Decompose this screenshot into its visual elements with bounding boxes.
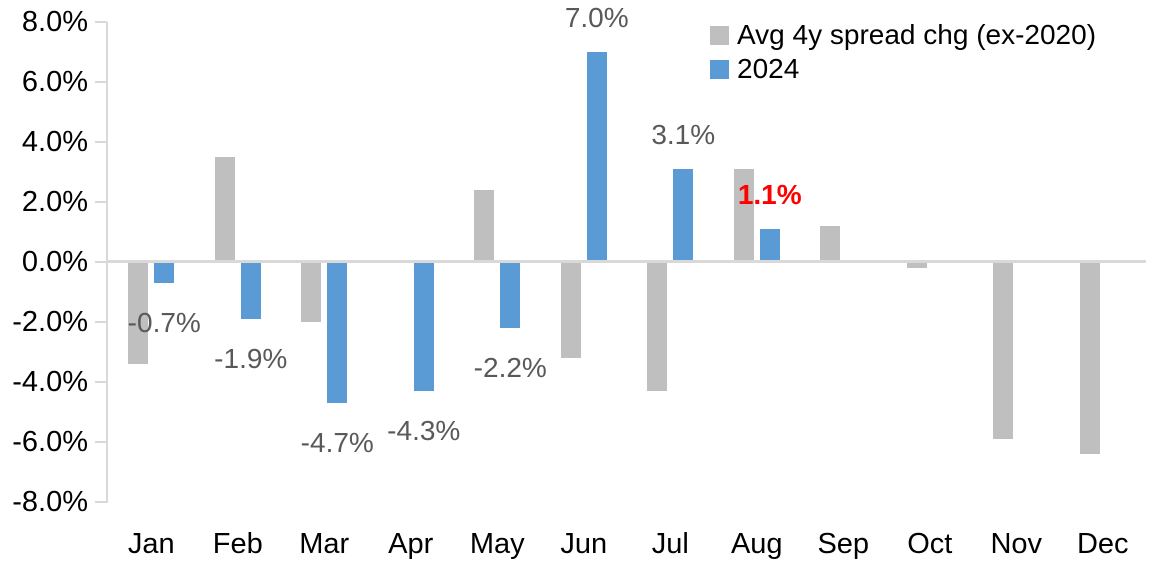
x-axis-label-aug: Aug <box>730 528 783 560</box>
y-tick-mark <box>95 501 107 503</box>
bar-2024-feb <box>240 262 261 319</box>
y-axis-tick-label: -8.0% <box>12 486 88 518</box>
bar-avg-nov <box>993 262 1014 439</box>
x-axis-label-jan: Jan <box>127 528 175 560</box>
y-axis-tick-label: -6.0% <box>12 426 88 458</box>
data-label-aug: 1.1% <box>737 179 802 210</box>
y-axis-tick-label: -2.0% <box>12 306 88 338</box>
bar-avg-jul <box>647 262 668 391</box>
bar-avg-oct <box>906 262 927 268</box>
bar-avg-jun <box>560 262 581 358</box>
y-tick-mark <box>95 201 107 203</box>
chart-legend: Avg 4y spread chg (ex-2020) 2024 <box>710 18 1096 86</box>
data-label-mar: -4.7% <box>300 427 374 458</box>
bar-avg-mar <box>301 262 322 322</box>
x-axis-label-jun: Jun <box>560 528 608 560</box>
data-label-jun: 7.0% <box>564 2 629 33</box>
y-tick-mark <box>95 441 107 443</box>
bar-2024-mar <box>327 262 348 403</box>
data-label-may: -2.2% <box>473 352 547 383</box>
data-label-jul: 3.1% <box>651 119 716 150</box>
y-axis-tick-label: 6.0% <box>21 66 88 98</box>
legend-label-2024: 2024 <box>737 53 800 84</box>
bar-avg-sep <box>820 226 841 262</box>
x-axis-label-mar: Mar <box>299 528 350 560</box>
data-label-jan: -0.7% <box>127 307 201 338</box>
zero-axis-line <box>108 260 1146 263</box>
bar-avg-jan <box>128 262 149 364</box>
data-label-apr: -4.3% <box>387 415 461 446</box>
x-axis-label-oct: Oct <box>907 528 953 560</box>
y-axis-tick-label: 2.0% <box>21 186 88 218</box>
bar-avg-aug <box>733 169 754 262</box>
x-axis-label-apr: Apr <box>388 528 434 560</box>
bar-2024-jun <box>586 52 607 262</box>
legend-entry-2024: 2024 <box>710 52 1096 86</box>
y-tick-mark <box>95 81 107 83</box>
bar-2024-jul <box>673 169 694 262</box>
legend-swatch-2024 <box>710 59 729 79</box>
y-axis-tick-label: 0.0% <box>21 246 88 278</box>
bar-avg-feb <box>214 157 235 262</box>
legend-entry-avg: Avg 4y spread chg (ex-2020) <box>710 18 1096 52</box>
y-axis-tick-label: 4.0% <box>21 126 88 158</box>
y-tick-mark <box>95 261 107 263</box>
y-axis-line <box>106 22 108 503</box>
legend-swatch-avg <box>710 25 729 45</box>
x-axis-label-dec: Dec <box>1076 528 1129 560</box>
x-axis-label-nov: Nov <box>990 528 1043 560</box>
data-label-feb: -1.9% <box>214 343 288 374</box>
legend-label-avg: Avg 4y spread chg (ex-2020) <box>737 19 1097 50</box>
bar-2024-aug <box>759 229 780 262</box>
x-axis-label-jul: Jul <box>651 528 689 560</box>
x-axis-label-may: May <box>469 528 525 560</box>
x-axis-label-sep: Sep <box>817 528 870 560</box>
bar-avg-may <box>474 190 495 262</box>
x-axis-label-feb: Feb <box>212 528 263 560</box>
y-axis-tick-label: -4.0% <box>12 366 88 398</box>
bar-2024-jan <box>154 262 175 283</box>
y-tick-mark <box>95 141 107 143</box>
y-tick-mark <box>95 21 107 23</box>
y-tick-mark <box>95 321 107 323</box>
bar-avg-dec <box>1079 262 1100 454</box>
bar-2024-apr <box>413 262 434 391</box>
y-tick-mark <box>95 381 107 383</box>
y-axis-tick-label: 8.0% <box>21 6 88 38</box>
bar-2024-may <box>500 262 521 328</box>
